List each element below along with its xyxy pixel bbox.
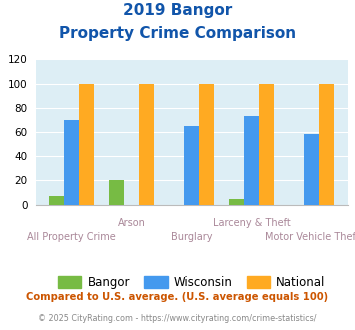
Text: All Property Crime: All Property Crime <box>27 232 116 242</box>
Text: 2019 Bangor: 2019 Bangor <box>123 3 232 18</box>
Bar <box>139 83 154 205</box>
Text: Compared to U.S. average. (U.S. average equals 100): Compared to U.S. average. (U.S. average … <box>26 292 329 302</box>
Bar <box>49 196 64 205</box>
Bar <box>184 126 199 205</box>
Text: Larceny & Theft: Larceny & Theft <box>213 218 291 228</box>
Bar <box>109 181 124 205</box>
Bar <box>64 120 79 205</box>
Bar <box>229 199 244 205</box>
Text: Motor Vehicle Theft: Motor Vehicle Theft <box>264 232 355 242</box>
Legend: Bangor, Wisconsin, National: Bangor, Wisconsin, National <box>53 272 330 294</box>
Bar <box>244 116 259 205</box>
Text: Arson: Arson <box>118 218 146 228</box>
Bar <box>199 83 214 205</box>
Text: © 2025 CityRating.com - https://www.cityrating.com/crime-statistics/: © 2025 CityRating.com - https://www.city… <box>38 314 317 323</box>
Bar <box>79 83 94 205</box>
Bar <box>259 83 274 205</box>
Bar <box>304 134 320 205</box>
Bar <box>320 83 334 205</box>
Text: Burglary: Burglary <box>171 232 212 242</box>
Text: Property Crime Comparison: Property Crime Comparison <box>59 26 296 41</box>
